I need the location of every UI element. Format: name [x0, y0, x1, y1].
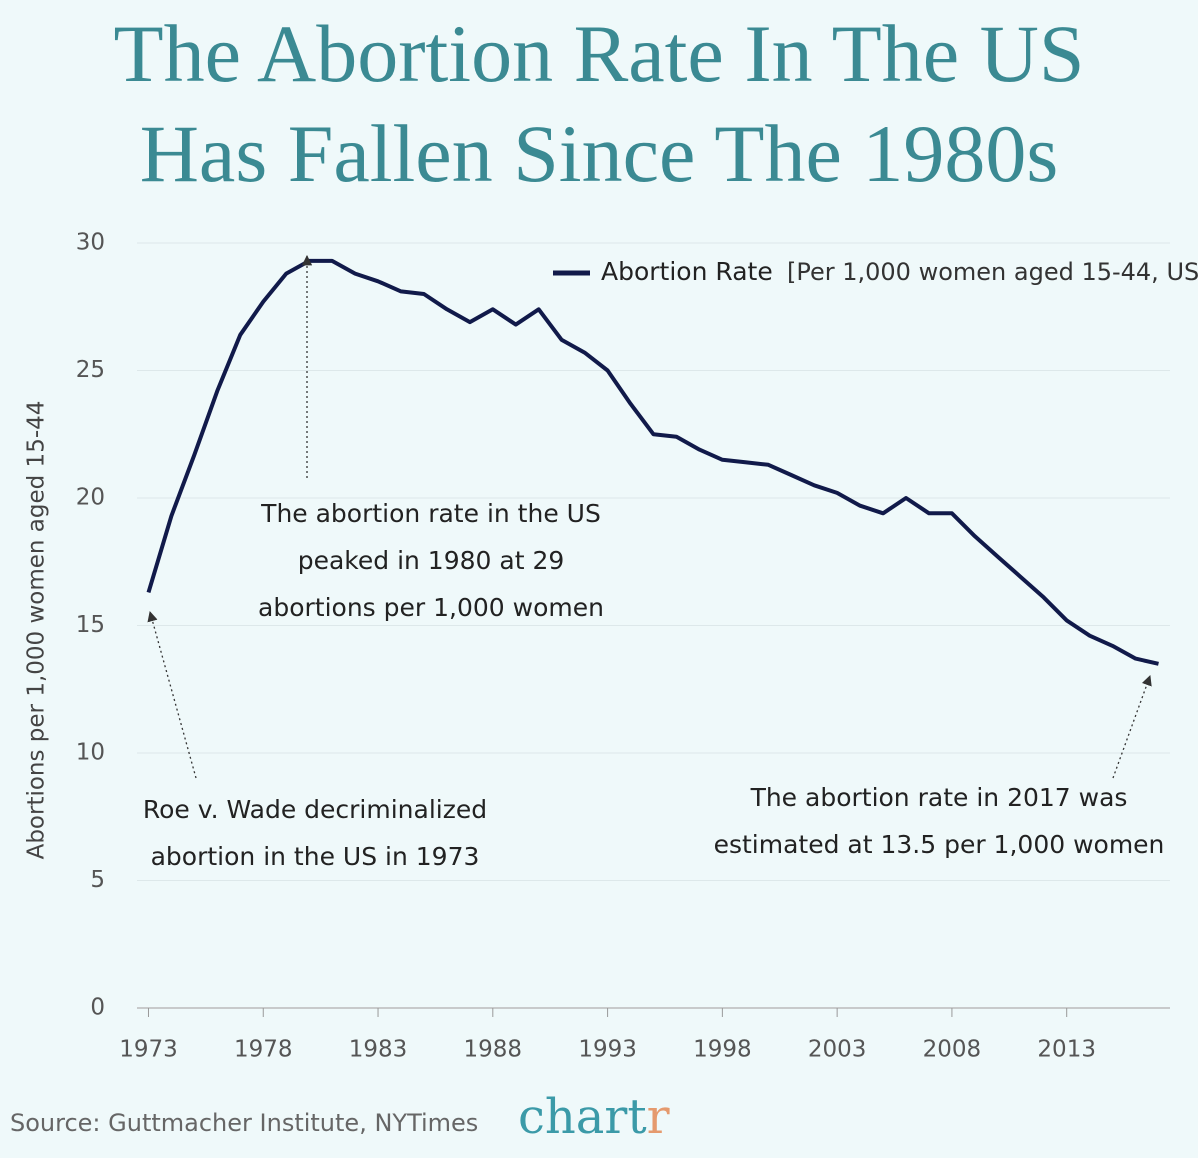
annotation: Roe v. Wade decriminalized [143, 795, 487, 824]
y-tick-label: 15 [76, 612, 105, 638]
source: Source: Guttmacher Institute, NYTimes [10, 1109, 478, 1137]
data-line [146, 258, 1159, 666]
y-tick-label: 5 [90, 867, 105, 893]
y-tick-label: 25 [76, 357, 105, 383]
annotation: abortion in the US in 1973 [151, 842, 480, 871]
x-tick-label: 1983 [349, 1037, 408, 1063]
x-tick-label: 2003 [808, 1037, 867, 1063]
logo: chartr [518, 1089, 670, 1145]
annotation: The abortion rate in 2017 was [750, 783, 1128, 812]
y-tick-label: 10 [76, 740, 105, 766]
x-tick-label: 1973 [119, 1037, 178, 1063]
annotation-arrow [1112, 675, 1152, 779]
logo-text: chart [518, 1089, 647, 1145]
x-tick-label: 2008 [923, 1037, 982, 1063]
x-tick-label: 1998 [693, 1037, 752, 1063]
x-tick-label: 1993 [578, 1037, 637, 1063]
annotation: peaked in 1980 at 29 [298, 546, 565, 575]
annotation-arrow [147, 610, 197, 779]
legend-label: Abortion Rate [601, 257, 773, 286]
annotation: estimated at 13.5 per 1,000 women [714, 830, 1165, 859]
annotation: The abortion rate in the US [260, 499, 601, 528]
legend-detail: [Per 1,000 women aged 15-44, US] [787, 258, 1198, 286]
y-tick-label: 0 [90, 995, 105, 1021]
x-tick-label: 2013 [1037, 1037, 1096, 1063]
y-tick-label: 30 [76, 230, 105, 256]
x-tick-label: 1978 [234, 1037, 293, 1063]
y-tick-label: 20 [76, 485, 105, 511]
x-tick-label: 1988 [464, 1037, 523, 1063]
chart-title: Has Fallen Since The 1980s [140, 108, 1059, 199]
logo-text: r [647, 1089, 670, 1145]
y-axis-label: Abortions per 1,000 women aged 15-44 [24, 401, 50, 860]
chart-title: The Abortion Rate In The US [114, 8, 1085, 99]
annotation: abortions per 1,000 women [258, 593, 604, 622]
